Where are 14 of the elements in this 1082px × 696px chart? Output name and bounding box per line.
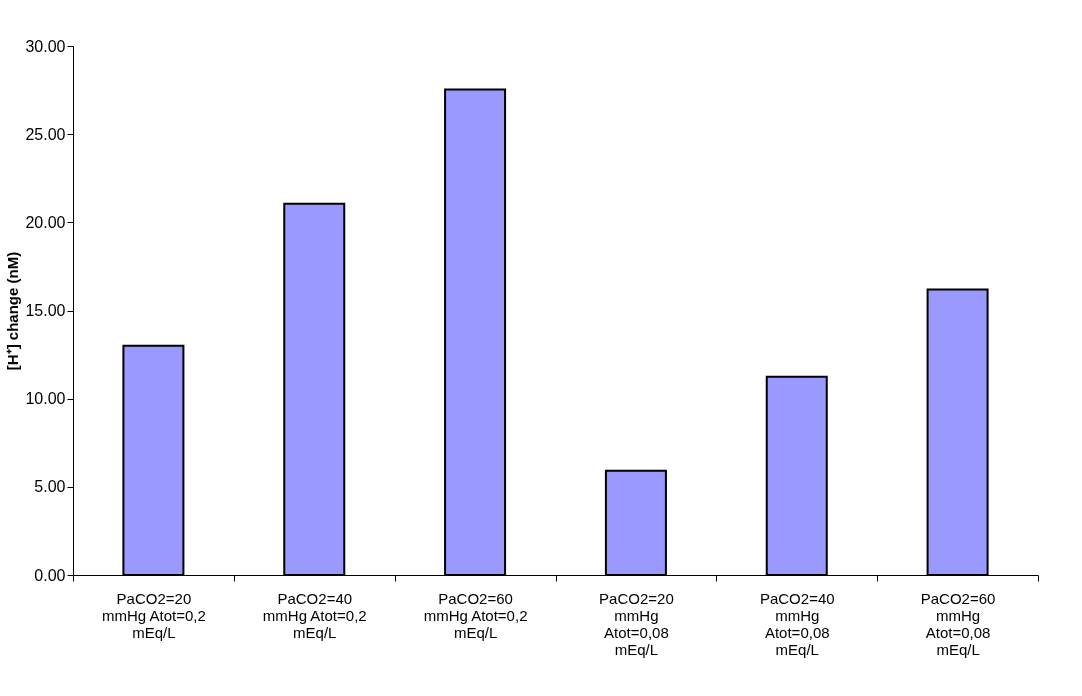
x-tick-label: PaCO2=40 mmHg Atot=0,2 mEq/L bbox=[262, 589, 367, 641]
x-tick-label: PaCO2=60 mmHg Atot=0,2 mEq/L bbox=[423, 589, 528, 641]
y-tick-label: 25.00 bbox=[25, 125, 66, 143]
x-tick-label: PaCO2=20 mmHg Atot=0,08 mEq/L bbox=[599, 589, 674, 658]
y-axis-title: [H⁺] change (nM) bbox=[4, 251, 22, 371]
x-tick-label: PaCO2=40 mmHg Atot=0,08 mEq/L bbox=[759, 589, 835, 658]
y-tick-label: 20.00 bbox=[25, 213, 66, 231]
y-tick-label: 0.00 bbox=[34, 566, 66, 584]
y-tick-label: 5.00 bbox=[34, 478, 66, 496]
y-tick-label: 10.00 bbox=[25, 390, 66, 408]
x-tick-label: PaCO2=60 mmHg Atot=0,08 mEq/L bbox=[920, 589, 996, 658]
y-tick-label: 15.00 bbox=[25, 302, 66, 319]
x-tick-label: PaCO2=20 mmHg Atot=0,2 mEq/L bbox=[102, 589, 206, 641]
y-tick-label: 30.00 bbox=[25, 37, 66, 55]
